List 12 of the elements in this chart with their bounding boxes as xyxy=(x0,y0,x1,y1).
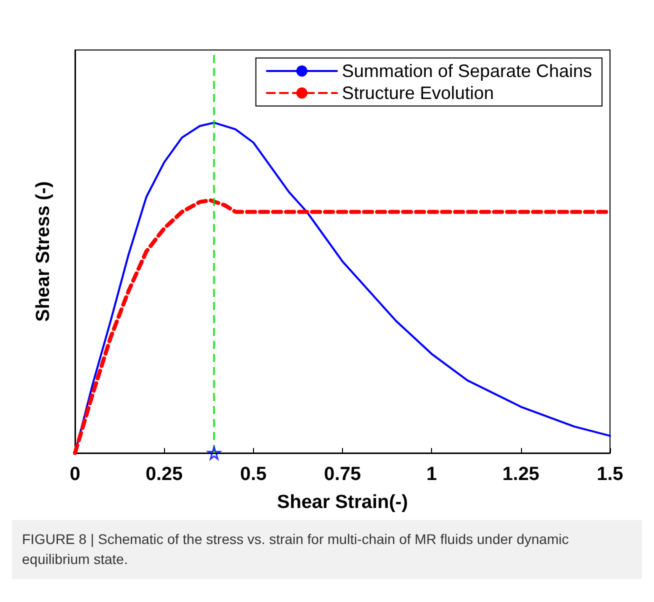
legend-label: Summation of Separate Chains xyxy=(342,61,592,81)
caption: FIGURE 8 | Schematic of the stress vs. strain for multi-chain of MR fluids under dynamic equilibrium state. xyxy=(22,530,570,569)
x-tick-label: 0.75 xyxy=(324,464,362,485)
x-axis-title: Shear Strain(-) xyxy=(277,492,408,513)
x-tick-label: 1.25 xyxy=(502,464,540,485)
x-tick-label: 1.5 xyxy=(596,464,624,485)
legend-label: Structure Evolution xyxy=(342,83,494,103)
x-tick-label: 0 xyxy=(70,464,80,485)
y-axis-title: Shear Stress (-) xyxy=(33,181,54,322)
x-tick-label: 0.5 xyxy=(240,464,267,485)
x-tick-label: 0.25 xyxy=(146,464,184,485)
x-tick-label: 1 xyxy=(426,464,438,485)
